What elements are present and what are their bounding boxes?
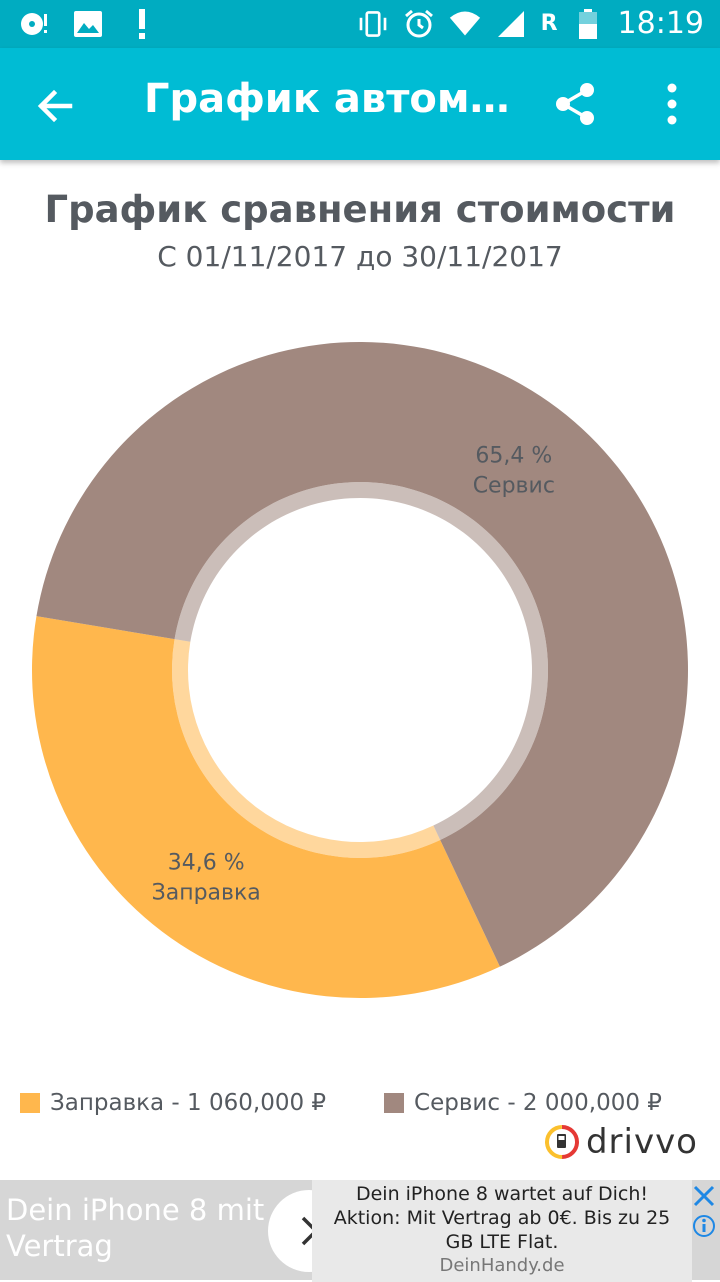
legend-item-refuel: Заправка - 1 060,000 ₽ bbox=[20, 1090, 326, 1116]
ad-close-icon[interactable] bbox=[690, 1182, 718, 1210]
legend-swatch-service bbox=[384, 1093, 405, 1113]
page-title: График автомобиля bbox=[144, 76, 514, 122]
signal-icon bbox=[495, 8, 527, 40]
vibrate-icon bbox=[357, 8, 389, 40]
legend-label-refuel: Заправка - 1 060,000 ₽ bbox=[50, 1090, 327, 1116]
slice-name-refuel: Заправка bbox=[152, 880, 261, 905]
slice-percent-service: 65,4 % bbox=[475, 444, 552, 469]
brand-name: drivvo bbox=[585, 1122, 698, 1162]
ad-body-line2: Aktion: Mit Vertrag ab 0€. Bis zu 25 bbox=[333, 1207, 671, 1229]
share-icon[interactable] bbox=[552, 80, 600, 128]
wifi-icon bbox=[449, 8, 481, 40]
donut-chart[interactable]: 34,6 % Заправка 65,4 % Сервис bbox=[0, 300, 720, 1060]
legend-swatch-refuel bbox=[20, 1093, 40, 1113]
slice-inner-ring-refuel[interactable] bbox=[172, 639, 441, 858]
slice-service[interactable] bbox=[36, 341, 689, 967]
slice-refuel[interactable] bbox=[31, 616, 500, 998]
ad-body-line1: Dein iPhone 8 wartet auf Dich! bbox=[355, 1183, 649, 1205]
ad-body[interactable]: Dein iPhone 8 wartet auf Dich! Aktion: M… bbox=[312, 1180, 692, 1282]
ad-domain: DeinHandy.de bbox=[439, 1255, 565, 1276]
image-icon bbox=[72, 8, 104, 40]
legend-label-service: Сервис - 2 000,000 ₽ bbox=[414, 1090, 662, 1116]
ad-headline[interactable]: Dein iPhone 8 mit Vertrag bbox=[6, 1193, 265, 1263]
fuel-logo-icon bbox=[544, 1125, 579, 1159]
slice-percent-refuel: 34,6 % bbox=[168, 850, 245, 875]
ad-banner[interactable]: Dein iPhone 8 mit Vertrag Dein iPhone 8 … bbox=[0, 1180, 720, 1282]
battery-icon bbox=[572, 8, 604, 40]
alert-icon bbox=[126, 8, 158, 40]
status-time: 18:19 bbox=[617, 6, 704, 41]
status-bar: R 18:19 bbox=[0, 0, 720, 48]
app-bar: График автомобиля bbox=[0, 48, 720, 160]
ad-body-line3: GB LTE Flat. bbox=[445, 1231, 559, 1253]
drivvo-logo: drivvo bbox=[544, 1122, 698, 1162]
media-icon bbox=[18, 8, 50, 40]
ad-info-icon[interactable] bbox=[692, 1214, 716, 1238]
chart-subtitle: С 01/11/2017 до 30/11/2017 bbox=[157, 240, 563, 273]
back-arrow-icon[interactable] bbox=[30, 80, 82, 132]
alarm-icon bbox=[403, 8, 435, 40]
roaming-indicator: R bbox=[540, 11, 558, 36]
chart-legend: Заправка - 1 060,000 ₽ Сервис - 2 000,00… bbox=[20, 1090, 662, 1116]
more-options-icon[interactable] bbox=[650, 80, 694, 128]
slice-name-service: Сервис bbox=[473, 474, 555, 499]
legend-item-service: Сервис - 2 000,000 ₽ bbox=[384, 1090, 662, 1116]
chart-title: График сравнения стоимости bbox=[44, 188, 676, 231]
